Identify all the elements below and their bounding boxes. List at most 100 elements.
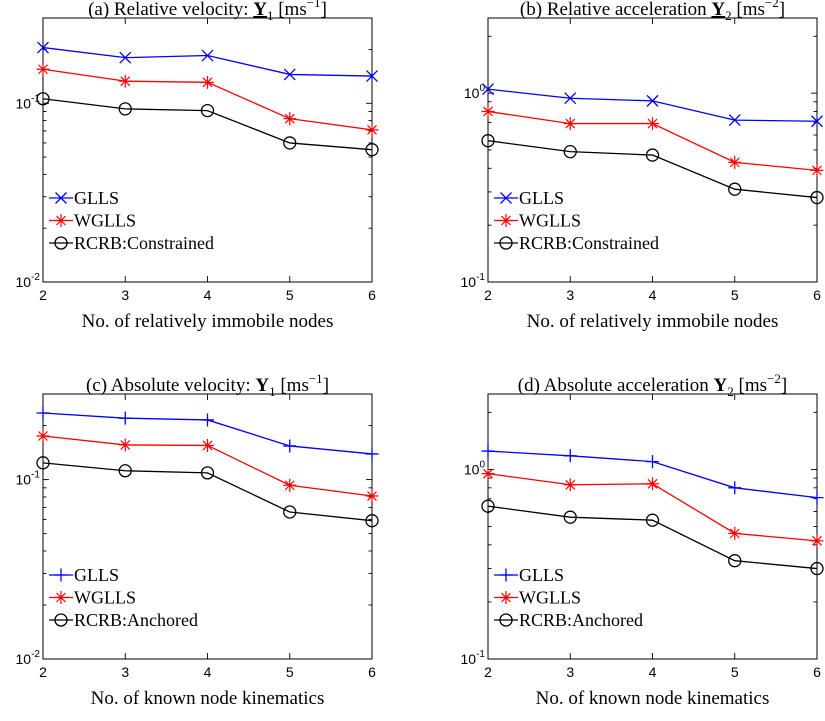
data-point-marker: [728, 182, 742, 196]
legend-marker: [54, 236, 68, 250]
legend-item: GLLS: [49, 565, 119, 585]
legend-label: WGLLS: [519, 588, 581, 608]
x-tick-label: 6: [813, 664, 821, 680]
series-wglls: [36, 429, 379, 503]
data-point-marker: [810, 491, 824, 505]
series-rcrb-constrained: [36, 92, 379, 157]
series-glls: [37, 41, 378, 83]
series-line: [487, 140, 818, 199]
data-point-marker: [283, 478, 297, 492]
data-point-marker: [200, 103, 215, 118]
legend-marker: [499, 591, 513, 604]
x-tick-label: 6: [813, 287, 821, 303]
title-unit-exponent: −2: [767, 371, 781, 386]
data-point-marker: [646, 477, 659, 491]
data-point-marker: [118, 438, 132, 452]
chart-title: (d) Absolute acceleration Y2 [ms−2]: [518, 371, 787, 399]
y-tick-base: 10: [464, 461, 480, 477]
x-tick-label: 3: [121, 287, 129, 303]
x-tick-label: 4: [204, 287, 212, 303]
data-point-marker: [563, 145, 577, 159]
data-point-marker: [283, 68, 296, 81]
data-point-marker: [36, 62, 50, 76]
legend-item: GLLS: [49, 188, 119, 208]
legend-label: GLLS: [74, 188, 119, 208]
data-point-marker: [118, 411, 132, 425]
data-point-marker: [563, 117, 577, 131]
data-point-marker: [118, 102, 132, 116]
legend-marker: [499, 236, 513, 250]
data-point-marker: [365, 123, 379, 137]
y-tick-exponent: -1: [31, 470, 40, 481]
legend-item: RCRB:Constrained: [494, 233, 659, 253]
x-axis-label: No. of known node kinematics: [536, 688, 770, 709]
legend-marker: [54, 613, 68, 627]
y-tick-label: 100: [464, 459, 486, 477]
legend-label: GLLS: [519, 188, 564, 208]
y-tick-label: 10-2: [16, 649, 41, 667]
series-glls: [36, 406, 379, 461]
title-prefix: (d) Absolute acceleration: [518, 375, 709, 396]
title-subscript: 2: [725, 8, 732, 23]
y-tick-exponent: -1: [476, 649, 485, 660]
data-point-marker: [283, 439, 297, 453]
title-unit-close: ]: [781, 375, 787, 396]
data-point-marker: [283, 136, 297, 150]
legend-marker: [54, 568, 68, 582]
y-tick-base: 10: [16, 651, 32, 667]
x-tick-label: 4: [649, 287, 657, 303]
series-line: [487, 88, 818, 122]
title-unit: [ms: [739, 375, 768, 396]
title-subscript: 2: [727, 384, 734, 399]
legend-label: GLLS: [519, 565, 564, 585]
legend-marker: [54, 591, 68, 604]
series-rcrb-anchored: [481, 499, 824, 576]
y-tick-base: 10: [16, 95, 32, 111]
x-tick-label: 2: [39, 664, 47, 680]
y-tick-label: 10-1: [461, 272, 486, 290]
legend-marker: [499, 613, 513, 627]
data-point-marker: [481, 104, 495, 118]
series-rcrb-anchored: [36, 456, 379, 528]
legend-label: RCRB:Anchored: [519, 610, 643, 630]
chart-panel-1: (a) Relative velocity: Y1 [ms−1]10-110-2…: [16, 0, 379, 332]
legend-label: WGLLS: [519, 211, 581, 231]
data-point-marker: [481, 134, 495, 148]
data-point-marker: [201, 438, 214, 452]
y-tick-label: 10-1: [16, 93, 41, 111]
title-symbol: Y: [714, 375, 728, 396]
data-point-marker: [728, 526, 742, 540]
data-point-marker: [201, 49, 214, 62]
series-rcrb-constrained: [481, 134, 824, 205]
x-tick-label: 5: [731, 287, 739, 303]
data-point-marker: [201, 75, 214, 89]
title-unit-close: ]: [323, 375, 329, 396]
legend-marker: [499, 568, 513, 582]
data-point-marker: [563, 510, 577, 524]
data-point-marker: [646, 455, 659, 469]
x-axis-label: No. of known node kinematics: [91, 688, 325, 709]
y-tick-label: 10-1: [461, 649, 486, 667]
legend-marker: [499, 214, 513, 227]
y-tick-exponent: -1: [31, 93, 40, 104]
chart-panel-2: (b) Relative acceleration Y2 [ms−2]10010…: [461, 0, 824, 332]
x-tick-label: 6: [368, 287, 376, 303]
y-tick-base: 10: [461, 651, 477, 667]
legend-item: RCRB:Anchored: [49, 610, 198, 630]
series-glls: [481, 444, 824, 505]
data-point-marker: [365, 447, 379, 461]
data-point-marker: [118, 74, 132, 88]
x-tick-label: 2: [484, 287, 492, 303]
x-tick-label: 2: [484, 664, 492, 680]
data-point-marker: [36, 406, 50, 420]
chart-title: (c) Absolute velocity: Y1 [ms−1]: [86, 371, 329, 399]
data-point-marker: [201, 413, 214, 427]
y-tick-label: 10-1: [16, 470, 41, 488]
data-point-marker: [564, 92, 577, 105]
x-tick-label: 3: [121, 664, 129, 680]
data-point-marker: [365, 514, 379, 528]
x-tick-label: 4: [204, 664, 212, 680]
title-unit-close: ]: [779, 0, 785, 20]
legend-item: RCRB:Constrained: [49, 233, 214, 253]
